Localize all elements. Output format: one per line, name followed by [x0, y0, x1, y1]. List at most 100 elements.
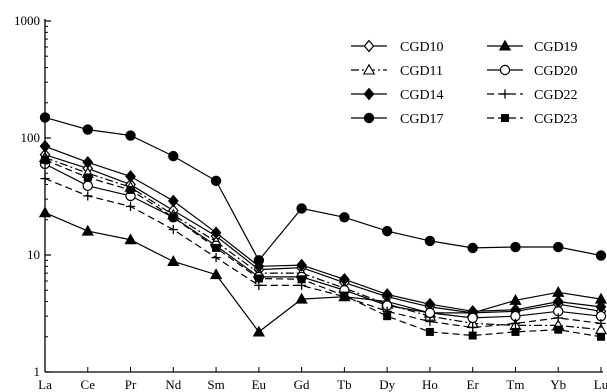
plot-area: [38, 112, 607, 341]
data-point-cgd23-sm: [212, 243, 221, 252]
y-tick-label: 10: [27, 247, 40, 262]
data-point-cgd19-tm: [509, 293, 522, 305]
data-point-cgd22-lu: [596, 318, 606, 329]
data-point-cgd17-gd: [296, 203, 307, 214]
y-tick-label: 1000: [14, 13, 40, 28]
data-point-cgd22-pr: [125, 201, 136, 212]
data-point-cgd22-nd: [168, 224, 178, 235]
legend-label: CGD20: [534, 64, 578, 79]
legend-marker: [363, 39, 375, 53]
data-point-cgd22-yb: [553, 313, 563, 323]
data-point-cgd19-yb: [552, 285, 565, 297]
legend-marker: [362, 63, 376, 75]
data-point-cgd22-ho: [425, 316, 435, 327]
legend-label: CGD23: [534, 112, 578, 127]
y-tick-label: 100: [21, 130, 41, 145]
data-point-cgd17-er: [467, 242, 478, 254]
data-point-cgd17-dy: [381, 225, 393, 237]
series-line-cgd19: [44, 212, 602, 333]
series-line-cgd23: [44, 159, 602, 338]
legend-marker: [500, 89, 510, 99]
data-point-cgd22-er: [468, 322, 478, 333]
data-point-cgd23-tb: [340, 291, 349, 300]
data-point-cgd14-ce: [82, 155, 94, 169]
data-point-cgd19-pr: [124, 233, 137, 245]
series-line-cgd17: [44, 116, 602, 262]
data-point-cgd17-lu: [595, 250, 607, 261]
x-tick-label: La: [38, 377, 52, 392]
legend-item-cgd11: CGD11: [351, 63, 443, 79]
x-tick-label: Dy: [379, 377, 395, 392]
data-point-cgd19-sm: [209, 268, 223, 280]
data-point-cgd23-er: [468, 331, 477, 340]
data-point-cgd23-eu: [254, 274, 263, 283]
data-point-cgd23-dy: [383, 312, 392, 321]
x-tick-label: Er: [467, 377, 480, 392]
data-point-cgd23-ce: [83, 173, 92, 182]
data-point-cgd14-tb: [338, 272, 350, 286]
data-point-cgd23-lu: [597, 332, 605, 341]
data-point-cgd20-ho: [424, 307, 436, 319]
x-tick-label: Nd: [165, 377, 181, 392]
legend-item-cgd23: CGD23: [487, 112, 578, 127]
data-point-cgd17-ho: [424, 235, 436, 247]
legend-label: CGD19: [534, 40, 578, 55]
legend-item-cgd17: CGD17: [351, 112, 444, 127]
legend-item-cgd22: CGD22: [487, 88, 578, 103]
series-line-cgd22: [44, 178, 602, 329]
data-point-cgd22-sm: [211, 253, 221, 263]
x-tick-label: Sm: [207, 377, 224, 392]
legend-label: CGD11: [400, 64, 443, 79]
data-point-cgd14-sm: [210, 226, 222, 240]
data-point-cgd17-sm: [210, 175, 222, 187]
x-tick-label: Lu: [594, 377, 607, 392]
data-point-cgd22-ce: [83, 191, 93, 201]
x-tick-label: Ho: [422, 377, 438, 392]
series-line-cgd11: [44, 157, 602, 331]
legend-marker: [499, 64, 511, 76]
data-point-cgd19-ce: [81, 224, 94, 236]
legend-item-cgd19: CGD19: [487, 39, 578, 55]
legend-item-cgd20: CGD20: [487, 64, 578, 79]
data-point-cgd14-pr: [125, 170, 136, 183]
legend-item-cgd14: CGD14: [351, 87, 444, 103]
x-tick-label: Ce: [81, 377, 96, 392]
series-line-cgd20: [44, 163, 602, 319]
axes: 1 10 100 1000 La Ce Pr Nd Sm Eu Gd Tb Dy Ho Er Tm Yb Lu: [14, 13, 607, 392]
legend-label: CGD10: [400, 40, 444, 55]
legend-marker: [363, 112, 375, 124]
y-tick-label: 1: [34, 364, 41, 379]
data-point-cgd23-ho: [425, 327, 434, 336]
data-point-cgd14-nd: [167, 194, 179, 208]
data-point-cgd20-ce: [82, 180, 93, 192]
legend-marker: [498, 39, 512, 51]
data-point-cgd23-gd: [297, 275, 306, 284]
series-cgd11: [38, 151, 607, 335]
data-point-cgd17-eu: [253, 255, 265, 266]
data-point-cgd17-yb: [553, 241, 564, 253]
series-cgd14: [39, 139, 607, 318]
data-point-cgd19-eu: [252, 325, 265, 337]
legend-label: CGD17: [400, 112, 444, 127]
legend: CGD10 CGD11 CGD14 CGD17 CGD19 CGD20 CGD22 CGD23: [351, 39, 578, 127]
legend-marker: [501, 114, 509, 122]
data-point-cgd22-tm: [510, 318, 521, 329]
series-cgd17: [39, 112, 607, 266]
data-point-cgd17-tb: [339, 212, 350, 223]
data-point-cgd17-tm: [510, 241, 521, 253]
legend-marker: [363, 87, 375, 101]
x-tick-label: Tm: [506, 377, 524, 392]
legend-label: CGD14: [400, 88, 444, 103]
x-tick-label: Pr: [125, 377, 137, 392]
series-cgd23: [41, 155, 605, 341]
data-point-cgd17-nd: [168, 150, 179, 162]
data-point-cgd23-pr: [126, 185, 135, 194]
series-line-cgd14: [44, 145, 602, 312]
data-point-cgd17-pr: [125, 130, 136, 141]
x-tick-label: Eu: [252, 377, 267, 392]
legend-item-cgd10: CGD10: [351, 39, 444, 55]
data-point-cgd19-lu: [594, 292, 607, 304]
data-point-cgd17-ce: [82, 124, 93, 135]
